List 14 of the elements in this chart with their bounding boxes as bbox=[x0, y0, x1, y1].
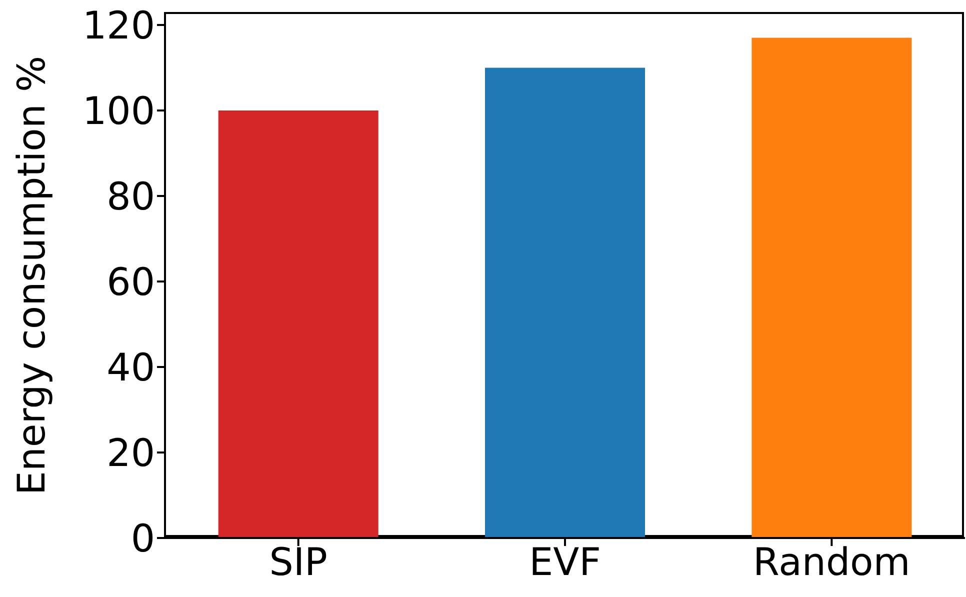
y-tick-label: 0 bbox=[130, 516, 155, 560]
bar bbox=[485, 68, 645, 538]
y-tick-label: 60 bbox=[106, 260, 155, 304]
y-tick-label: 80 bbox=[106, 174, 155, 218]
y-tick-label: 40 bbox=[106, 345, 155, 390]
x-tick-label: EVF bbox=[529, 540, 601, 584]
x-tick-label: SIP bbox=[269, 540, 328, 584]
y-tick-label: 120 bbox=[82, 3, 155, 48]
bar bbox=[218, 110, 378, 538]
y-tick-label: 100 bbox=[82, 88, 155, 133]
y-axis-title: Energy consumption % bbox=[9, 56, 54, 496]
y-tick-label: 20 bbox=[106, 430, 155, 475]
x-tick-label: Random bbox=[753, 540, 910, 584]
bar bbox=[752, 38, 912, 538]
